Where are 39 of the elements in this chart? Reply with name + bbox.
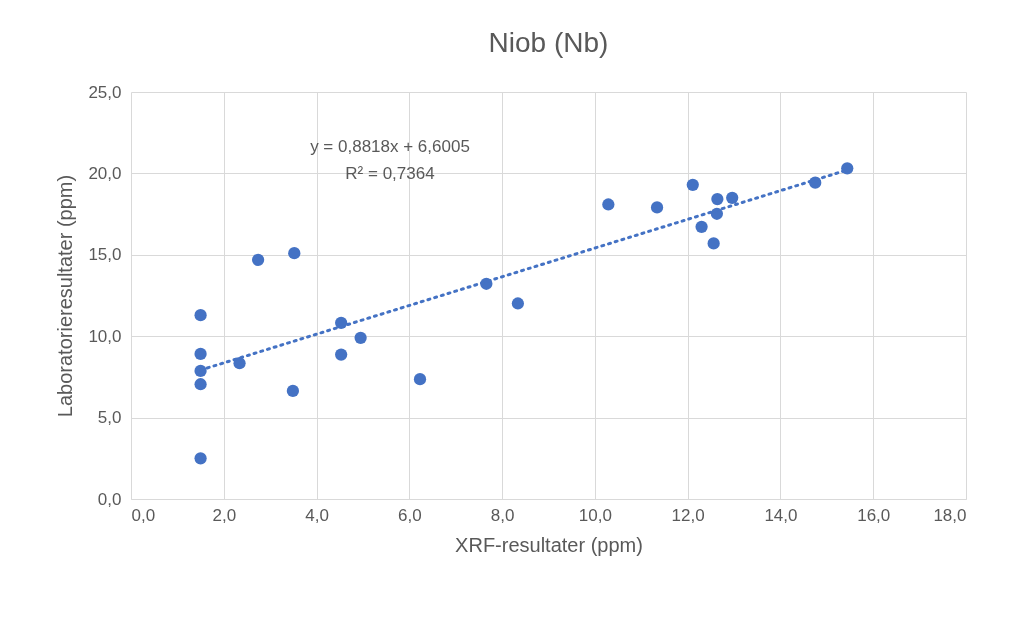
point	[194, 347, 207, 361]
x-tick-label: 12,0	[671, 505, 705, 525]
y-tick-label: 20,0	[88, 163, 122, 183]
x-tick-label: 4,0	[305, 505, 329, 525]
y-tick-label: 15,0	[88, 245, 122, 265]
point	[602, 198, 615, 211]
chart-title: Niob (Nb)	[488, 27, 609, 58]
point	[726, 191, 739, 204]
annotation: y = 0,8818x + 6,6005	[310, 137, 470, 156]
point	[707, 237, 720, 250]
point	[194, 452, 207, 465]
x-tick-label: 2,0	[212, 505, 237, 525]
x-tick-label: 6,0	[398, 505, 422, 525]
x-tick-label: 8,0	[490, 505, 515, 525]
point	[194, 378, 207, 391]
y-tick-label: 0,0	[97, 489, 122, 509]
x-tick-label: 10,0	[578, 505, 612, 525]
point	[335, 348, 348, 361]
annotation: R² = 0,7364	[345, 164, 435, 183]
point	[650, 201, 664, 214]
y-axis-title: Laboratorieresultater (ppm)	[54, 174, 77, 418]
point	[695, 220, 708, 233]
y-tick-label: 10,0	[88, 326, 122, 346]
point	[286, 384, 300, 398]
x-tick-label: 14,0	[764, 505, 798, 525]
point	[288, 247, 301, 260]
x-tick-label: 0,0	[131, 505, 156, 525]
y-tick-label: 5,0	[97, 408, 122, 428]
y-tick-label: 25,0	[88, 82, 122, 102]
x-tick-label: 16,0	[857, 505, 891, 525]
point	[511, 297, 525, 310]
x-tick-label: 18,0	[933, 505, 967, 525]
point	[413, 373, 427, 386]
point	[711, 193, 724, 206]
point	[354, 331, 367, 344]
point	[686, 178, 699, 191]
point	[194, 309, 207, 322]
x-axis-title: XRF-resultater (ppm)	[455, 533, 643, 556]
point	[251, 253, 265, 266]
